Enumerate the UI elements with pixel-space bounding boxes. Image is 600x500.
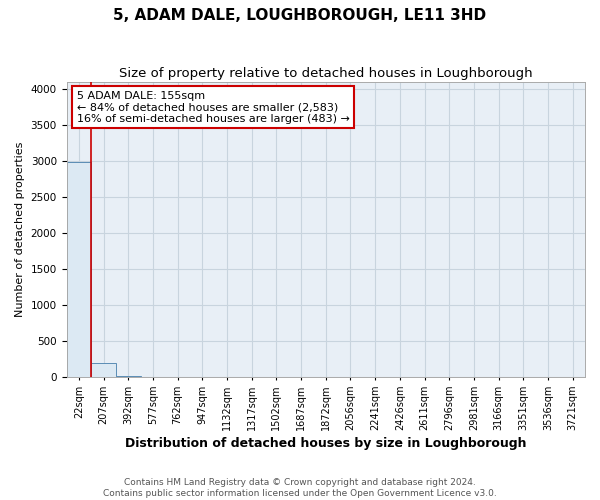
Text: Contains HM Land Registry data © Crown copyright and database right 2024.
Contai: Contains HM Land Registry data © Crown c… [103, 478, 497, 498]
Bar [67, 162, 91, 377]
Bar [116, 376, 140, 377]
X-axis label: Distribution of detached houses by size in Loughborough: Distribution of detached houses by size … [125, 437, 527, 450]
Title: Size of property relative to detached houses in Loughborough: Size of property relative to detached ho… [119, 68, 533, 80]
Bar [91, 363, 116, 377]
Text: 5, ADAM DALE, LOUGHBOROUGH, LE11 3HD: 5, ADAM DALE, LOUGHBOROUGH, LE11 3HD [113, 8, 487, 22]
Y-axis label: Number of detached properties: Number of detached properties [15, 142, 25, 317]
Text: 5 ADAM DALE: 155sqm
← 84% of detached houses are smaller (2,583)
16% of semi-det: 5 ADAM DALE: 155sqm ← 84% of detached ho… [77, 90, 350, 124]
